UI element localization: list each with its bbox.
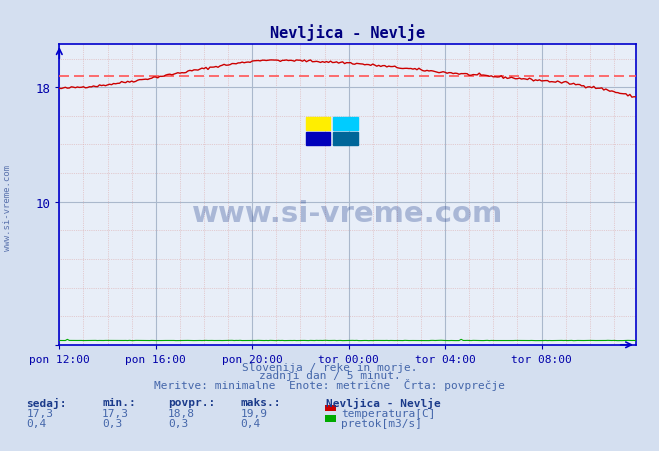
Text: pretok[m3/s]: pretok[m3/s] <box>341 418 422 428</box>
Text: www.si-vreme.com: www.si-vreme.com <box>3 165 13 250</box>
Text: 0,3: 0,3 <box>168 418 188 428</box>
Text: zadnji dan / 5 minut.: zadnji dan / 5 minut. <box>258 370 401 380</box>
Bar <box>306 118 330 131</box>
Text: povpr.:: povpr.: <box>168 397 215 407</box>
Text: 17,3: 17,3 <box>102 408 129 418</box>
Text: 0,4: 0,4 <box>241 418 261 428</box>
Text: Meritve: minimalne  Enote: metrične  Črta: povprečje: Meritve: minimalne Enote: metrične Črta:… <box>154 378 505 390</box>
Text: min.:: min.: <box>102 397 136 407</box>
Bar <box>306 133 330 146</box>
Text: www.si-vreme.com: www.si-vreme.com <box>192 199 503 227</box>
Text: maks.:: maks.: <box>241 397 281 407</box>
Title: Nevljica - Nevlje: Nevljica - Nevlje <box>270 24 425 41</box>
Text: Slovenija / reke in morje.: Slovenija / reke in morje. <box>242 362 417 372</box>
Text: sedaj:: sedaj: <box>26 397 67 408</box>
Bar <box>333 133 358 146</box>
Text: temperatura[C]: temperatura[C] <box>341 408 436 418</box>
Text: 18,8: 18,8 <box>168 408 195 418</box>
Text: 0,4: 0,4 <box>26 418 47 428</box>
Text: Nevljica - Nevlje: Nevljica - Nevlje <box>326 397 441 408</box>
Text: 17,3: 17,3 <box>26 408 53 418</box>
Text: 19,9: 19,9 <box>241 408 268 418</box>
Text: 0,3: 0,3 <box>102 418 123 428</box>
Bar <box>333 118 358 131</box>
